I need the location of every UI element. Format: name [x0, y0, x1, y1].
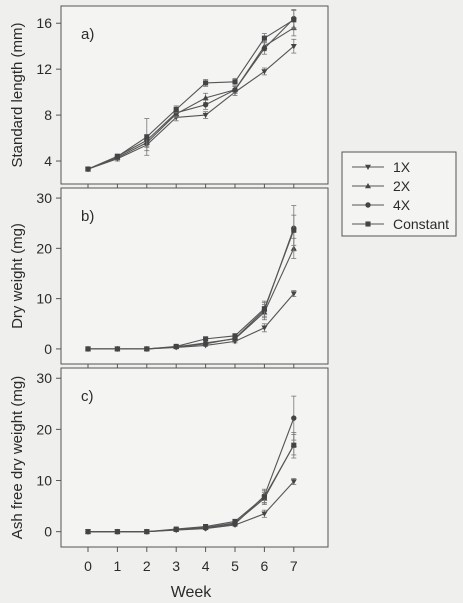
y-tick-label: 10	[36, 473, 52, 489]
x-tick-label: 5	[231, 558, 239, 574]
legend-marker	[365, 202, 371, 208]
data-point	[291, 227, 297, 233]
series-constant	[85, 10, 297, 172]
panel-label: c)	[81, 388, 94, 405]
legend-entry-constant: Constant	[352, 216, 449, 232]
x-tick-label: 7	[290, 558, 298, 574]
data-point	[114, 153, 120, 159]
legend-label: Constant	[393, 216, 449, 232]
data-point	[232, 79, 238, 85]
legend-marker	[365, 221, 371, 227]
series-line	[87, 19, 295, 170]
legend: 1X 2X 4X Constant	[341, 151, 457, 237]
series-line	[87, 45, 295, 170]
y-tick-label: 12	[36, 61, 52, 77]
panel-b-: 0 10 20 30 b) Dry weight (mg)	[9, 187, 329, 369]
data-point	[202, 102, 209, 108]
x-tick-labels: 0 1 2 3 4 5 6 7	[84, 558, 298, 574]
data-point	[85, 346, 91, 352]
legend-label: 4X	[393, 197, 411, 213]
legend-label: 2X	[393, 178, 411, 194]
legend-entry-1x: 1X	[352, 159, 411, 175]
legend-entry-4x: 4X	[352, 197, 411, 213]
y-tick-label: 20	[36, 240, 52, 256]
data-point	[261, 35, 267, 41]
y-tick-label: 0	[44, 341, 52, 357]
series-line	[88, 230, 295, 350]
legend-box	[341, 151, 457, 237]
data-point	[144, 134, 150, 140]
data-point	[173, 526, 179, 532]
x-tick-label: 4	[202, 558, 210, 574]
data-point	[114, 529, 120, 535]
y-tick-label: 16	[36, 15, 52, 31]
legend-marker	[365, 164, 371, 170]
x-tick-label: 0	[84, 558, 92, 574]
data-point	[144, 529, 150, 535]
y-tick-label: 0	[44, 524, 52, 540]
x-axis-title: Week	[171, 584, 213, 601]
data-point	[290, 479, 297, 485]
data-point	[232, 518, 238, 524]
panel-label: a)	[81, 26, 94, 43]
panel-label: b)	[81, 208, 94, 225]
x-tick-label: 1	[114, 558, 122, 574]
legend-marker	[365, 183, 371, 189]
data-point	[291, 415, 297, 421]
data-point	[85, 166, 91, 172]
data-point	[202, 112, 209, 119]
series-constant	[85, 432, 297, 535]
data-point	[261, 325, 268, 331]
data-point	[203, 523, 209, 530]
y-axis-title: Dry weight (mg)	[9, 223, 26, 329]
data-point	[291, 17, 297, 23]
legend-items: 1X 2X 4X Constant	[352, 159, 449, 232]
y-tick-label: 10	[36, 291, 52, 307]
x-tick-label: 2	[143, 558, 151, 574]
panel-c-: 0 10 20 30 c) Ash free dry weight (mg)	[9, 367, 329, 552]
plot-frame	[60, 5, 329, 185]
y-tick-label: 4	[44, 153, 52, 169]
panel-a-: 4 8 12 16 a) Standard length (mm)	[9, 5, 329, 189]
data-point	[202, 341, 209, 347]
data-point	[291, 442, 297, 448]
series-constant	[85, 214, 297, 352]
series-line	[87, 27, 295, 170]
y-axis-title: Ash free dry weight (mg)	[9, 376, 26, 539]
y-axis-title: Standard length (mm)	[9, 22, 26, 167]
data-point	[203, 80, 209, 86]
y-tick-label: 20	[36, 421, 52, 437]
data-point	[290, 291, 297, 297]
data-point	[290, 43, 297, 50]
data-point	[261, 306, 267, 312]
y-tick-label: 30	[36, 190, 52, 206]
data-point	[203, 336, 209, 342]
legend-entry-2x: 2X	[352, 178, 411, 194]
data-point	[173, 106, 179, 112]
plot-frame	[60, 367, 329, 548]
data-point	[144, 346, 150, 352]
x-tick-label: 3	[172, 558, 180, 574]
data-point	[261, 69, 268, 75]
plot-frame	[60, 187, 329, 365]
data-point	[85, 529, 91, 535]
x-tick-label: 6	[261, 558, 269, 574]
series-line	[88, 444, 295, 533]
data-point	[232, 87, 238, 93]
data-point	[202, 94, 209, 101]
data-point	[232, 333, 238, 339]
y-tick-label: 30	[36, 370, 52, 386]
data-point	[261, 45, 268, 52]
data-point	[114, 346, 120, 352]
data-point	[261, 511, 268, 517]
y-tick-label: 8	[44, 107, 52, 123]
legend-label: 1X	[393, 159, 411, 175]
data-point	[173, 343, 179, 349]
data-point	[261, 494, 267, 500]
